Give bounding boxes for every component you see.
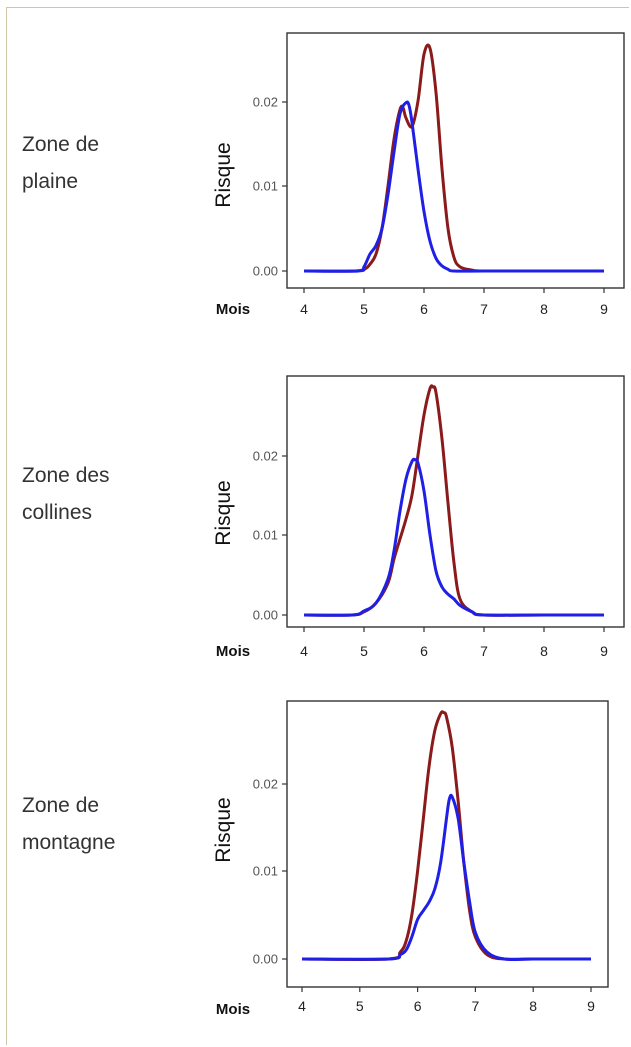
plot-frame (286, 700, 609, 988)
risk-chart-collines: 0.00 0.01 0.02 4 5 6 7 8 9 Risque Mois (212, 375, 625, 660)
y-axis-label: Risque (212, 797, 235, 862)
y-tick-label: 0.01 (253, 864, 278, 879)
x-tick-label: 4 (300, 301, 308, 317)
y-tick-label: 0.00 (253, 264, 278, 279)
series-line-2 (303, 100, 604, 273)
zone-label-collines: Zone des collines (22, 464, 110, 524)
x-tick-label: 8 (540, 643, 548, 659)
y-tick-label: 0.02 (253, 95, 278, 110)
risk-chart-montagne: 0.00 0.01 0.02 4 5 6 7 8 9 Risque Mois (212, 700, 609, 1018)
x-tick-label: 6 (414, 998, 422, 1014)
series-line-2 (301, 793, 591, 962)
series-line-1 (301, 710, 591, 962)
x-tick-label: 5 (356, 998, 364, 1014)
x-tick-label: 4 (298, 998, 306, 1014)
y-tick-label: 0.00 (253, 608, 278, 623)
y-axis-label: Risque (212, 480, 235, 545)
series-line-2 (303, 457, 604, 617)
x-tick-label: 4 (300, 643, 308, 659)
x-tick-label: 7 (472, 998, 480, 1014)
y-tick-label: 0.01 (253, 179, 278, 194)
x-tick-label: 6 (420, 301, 428, 317)
zone-label-plaine: Zone de plaine (22, 133, 100, 193)
x-tick-label: 7 (480, 643, 488, 659)
x-tick-label: 5 (360, 643, 368, 659)
plot-frame (286, 32, 625, 289)
x-tick-label: 9 (600, 301, 608, 317)
x-tick-label: 5 (360, 301, 368, 317)
x-tick-label: 9 (587, 998, 595, 1014)
x-axis-label: Mois (216, 643, 250, 660)
x-tick-label: 8 (540, 301, 548, 317)
x-tick-label: 7 (480, 301, 488, 317)
y-tick-label: 0.02 (253, 449, 278, 464)
figure-frame (6, 7, 629, 1045)
y-tick-label: 0.00 (253, 952, 278, 967)
x-tick-label: 9 (600, 643, 608, 659)
x-axis-label: Mois (216, 301, 250, 318)
x-axis-label: Mois (216, 1001, 250, 1018)
y-axis-label: Risque (212, 142, 235, 207)
risk-chart-plaine: 0.00 0.01 0.02 4 5 6 7 8 9 Risque Mois (212, 32, 625, 318)
series-line-1 (303, 43, 604, 273)
x-tick-label: 8 (529, 998, 537, 1014)
plot-frame (286, 375, 625, 628)
zone-label-montagne: Zone de montagne (22, 794, 116, 854)
x-tick-label: 6 (420, 643, 428, 659)
y-tick-label: 0.02 (253, 777, 278, 792)
y-tick-label: 0.01 (253, 528, 278, 543)
